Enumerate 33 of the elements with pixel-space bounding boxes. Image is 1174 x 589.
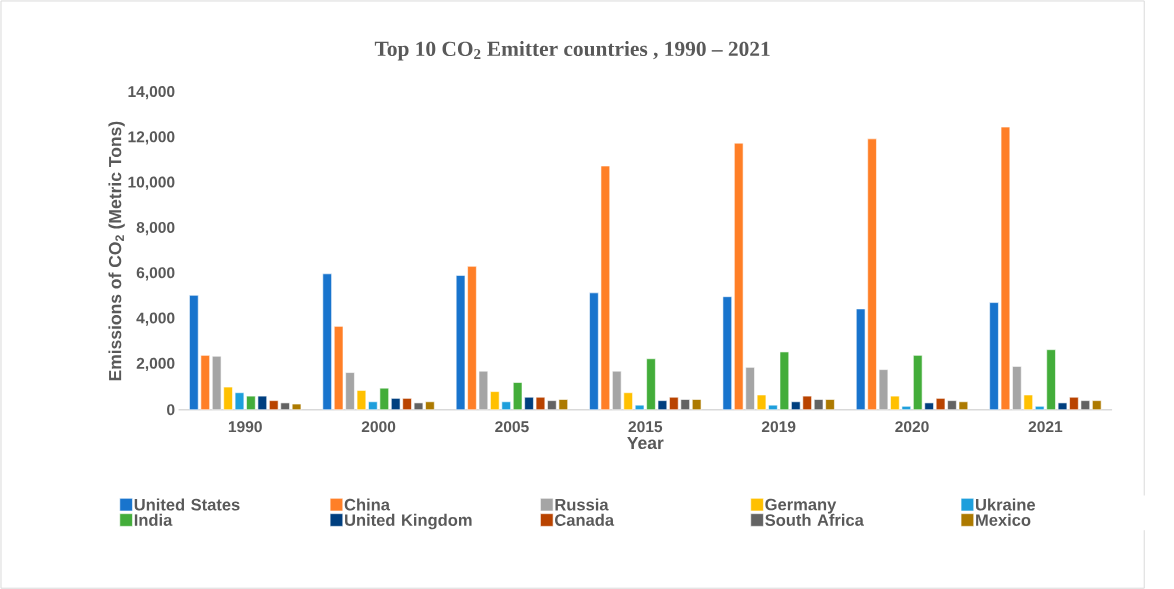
y-tick-label: 14,000 (128, 85, 175, 100)
y-tick-label: 12,000 (128, 131, 175, 145)
x-tick-label: 2021 (1028, 421, 1063, 433)
y-tick-label: 6,000 (136, 267, 175, 281)
bar (722, 296, 732, 410)
y-tick-label: 2,000 (136, 357, 175, 371)
x-tick-label: 2019 (761, 421, 796, 433)
x-tick-label: 2015 (628, 421, 663, 433)
bar (1092, 400, 1102, 410)
legend-label: South Africa (765, 513, 864, 526)
x-tick-label: 2020 (895, 421, 929, 433)
legend-label: Canada (555, 513, 615, 526)
y-tick-label: 8,000 (136, 221, 175, 236)
legend-label: Germany (765, 498, 837, 514)
x-tick-label: 2000 (361, 421, 396, 433)
legend-label: China (344, 498, 391, 511)
bar (291, 403, 302, 410)
y-axis-title: Emissions of CO$_{2}$ (Metric Tons) (108, 121, 125, 381)
x-tick-label: 1990 (228, 421, 262, 433)
x-tick-label: 2005 (495, 421, 529, 433)
bar (691, 399, 702, 410)
legend-label: United States (134, 498, 240, 511)
y-tick-label: 10,000 (128, 176, 175, 190)
legend-label: United Kingdom (345, 513, 472, 530)
bar (322, 273, 332, 410)
legend-label: Russia (555, 498, 609, 511)
x-axis-title: Year (627, 436, 664, 450)
chart-title: Top 10 CO$_{2}$ Emitter countries , 1990 – 2021 (374, 40, 770, 61)
y-tick-label: 4,000 (136, 312, 175, 326)
legend-label: India (134, 513, 173, 526)
legend-label: Mexico (976, 513, 1031, 526)
y-tick-label: 0 (167, 404, 175, 416)
legend-label: Ukraine (976, 498, 1036, 511)
